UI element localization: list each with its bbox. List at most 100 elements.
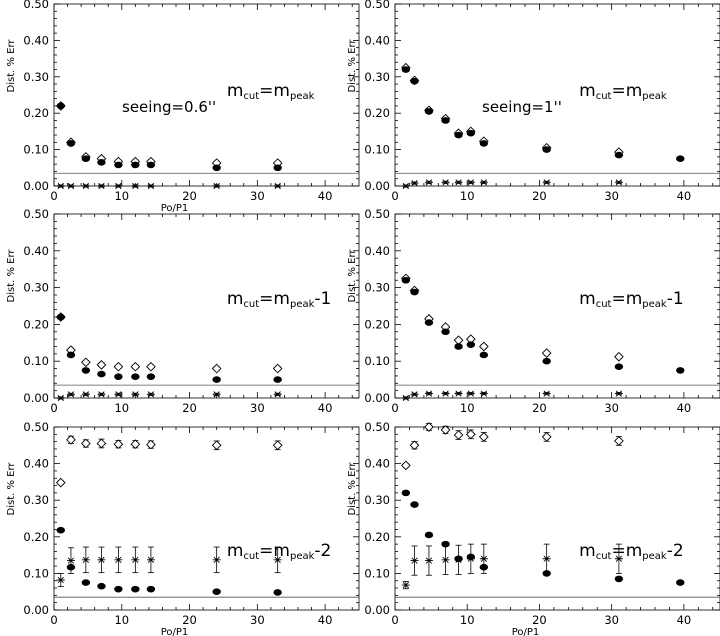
data-point-dot [441,540,450,548]
data-point-dot [56,102,65,110]
plot-frame [53,3,360,187]
x-tick-label: 20 [532,613,547,627]
x-tick-label: 20 [182,189,197,203]
data-point-star [114,391,123,398]
y-axis-label: Dist. % Err [347,249,358,303]
x-tick-label: 40 [318,401,333,415]
data-point-diamond [211,440,222,451]
y-tick-label: 0.40 [23,33,49,47]
data-point-diamond [130,361,141,372]
data-point-dot [466,129,476,137]
y-axis-label: Dist. % Err [347,39,358,93]
y-tick-label: 0.00 [23,391,49,405]
x-tick-label: 10 [460,189,475,203]
x-tick-label: 0 [50,189,57,203]
data-point-dot [454,343,463,350]
y-tick-label: 0.30 [364,493,390,507]
x-tick-label: 0 [50,613,57,627]
data-point-star [614,179,623,186]
data-point-diamond [453,335,464,346]
annotation-magnitude-cut: mcut=mpeak [579,81,667,102]
y-tick-label: 0.30 [364,281,390,295]
y-tick-label: 0.00 [364,391,390,405]
data-point-star [66,557,75,564]
data-point-dot [146,585,156,593]
data-point-star [614,390,623,397]
data-point-star [542,390,551,397]
data-point-star [81,556,90,563]
data-point-star [56,576,65,584]
data-point-diamond [478,341,489,352]
data-point-dot [212,164,221,172]
y-tick-label: 0.20 [364,317,390,331]
data-point-diamond [96,360,107,370]
x-tick-label: 30 [250,613,265,627]
data-point-dot [676,579,685,586]
data-point-dot [401,489,411,497]
data-point-dot [81,367,91,374]
annotation-seeing: seeing=1'' [482,98,562,116]
data-point-star [479,390,488,397]
data-point-star [401,581,410,589]
data-point-diamond [614,436,624,446]
data-point-dot [131,373,140,380]
y-tick-label: 0.20 [23,106,49,120]
data-point-dot [410,288,419,296]
data-point-dot [56,313,65,321]
chart-panel-3: 0.00 0.10 0.20 0.30 0.40 0.50 0 10 20 30 40 Dist. %… [6,207,360,415]
data-point-diamond [66,434,76,445]
data-point-star [454,390,463,397]
data-point-dot [131,161,140,169]
y-tick-label: 0.40 [364,457,390,471]
data-point-star [97,556,106,563]
data-point-dot [114,373,123,380]
data-point-dot [131,585,140,593]
plot-frame [394,426,720,611]
data-point-star [212,182,221,190]
data-point-diamond [146,361,156,372]
data-point-dot [614,151,624,159]
data-point-star [454,556,463,563]
data-point-star [614,555,623,562]
y-axis-label: Dist. % Err [347,462,358,516]
data-point-star [146,391,155,398]
y-tick-label: 0.10 [23,566,49,580]
data-point-diamond [614,351,624,362]
data-point-star [424,390,433,397]
data-point-dot [97,370,106,378]
y-tick-label: 0.30 [23,70,49,84]
x-tick-label: 30 [250,401,265,415]
data-point-dot [424,108,434,115]
data-point-star [466,179,475,186]
annotation-magnitude-cut: mcut=mpeak-2 [227,541,332,562]
data-point-star [131,391,140,398]
data-point-star [273,556,282,563]
data-point-diamond [146,439,156,450]
data-point-dot [273,376,282,383]
y-tick-label: 0.30 [23,281,49,295]
x-axis-label: Po/P1 [161,203,189,214]
data-point-diamond [424,422,434,432]
plot-frame [394,3,720,187]
x-tick-label: 0 [391,189,398,203]
y-tick-label: 0.30 [364,70,390,84]
y-tick-label: 0.00 [364,603,390,617]
data-point-dot [146,373,156,380]
x-tick-label: 40 [677,401,692,415]
data-point-dot [614,575,624,583]
data-point-star [114,182,123,190]
chart-panel-6: 0.00 0.10 0.20 0.30 0.40 0.50 0 10 20 30 40 Po/P1 Di… [347,420,720,636]
data-point-diamond [541,348,552,358]
y-tick-label: 0.10 [364,566,390,580]
data-point-star [466,390,475,397]
x-tick-label: 0 [50,401,57,415]
data-point-star [56,182,65,190]
data-point-star [97,182,106,190]
data-point-dot [66,351,76,359]
plot-frame [394,213,720,399]
data-point-dot [676,367,685,374]
data-point-diamond [541,432,552,442]
data-point-dot [410,501,419,508]
data-point-star [401,182,410,190]
data-point-star [66,391,75,398]
